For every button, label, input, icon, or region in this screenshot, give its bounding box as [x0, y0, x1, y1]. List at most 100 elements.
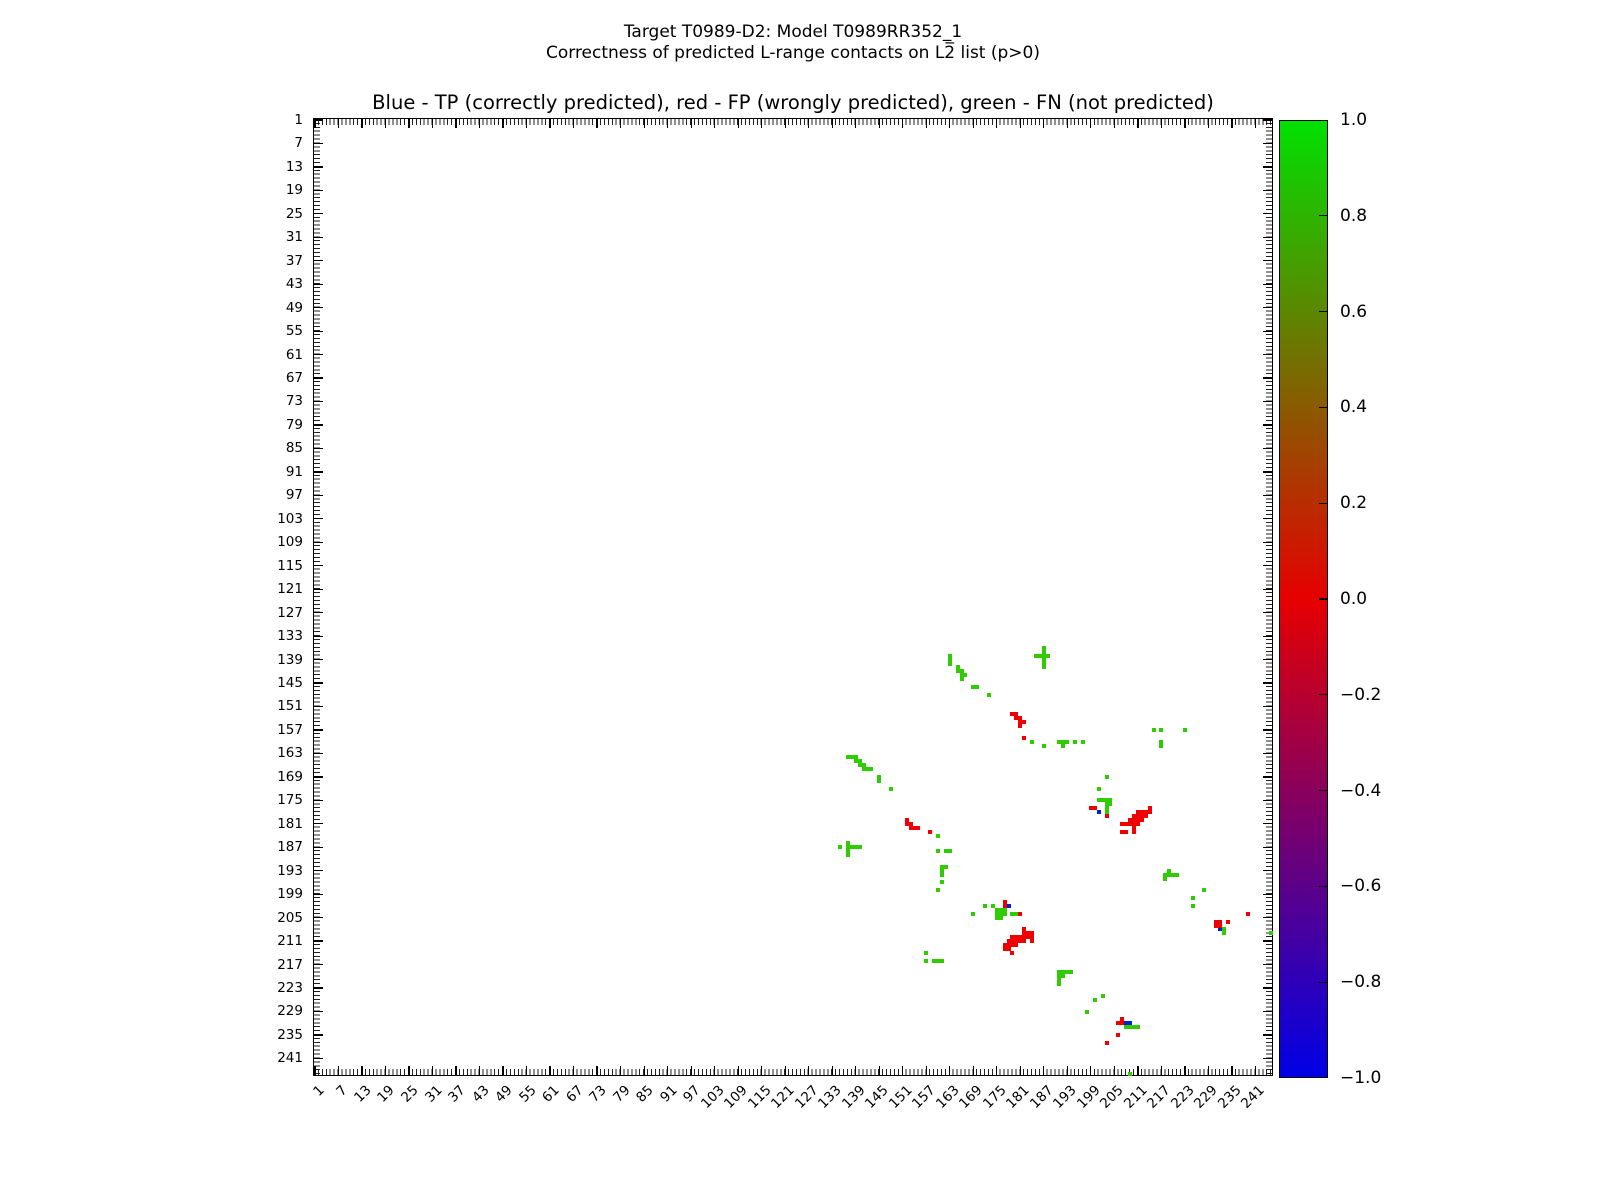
contact-cell — [1171, 872, 1176, 877]
contact-cell — [1037, 653, 1042, 658]
y-major-tick-right — [1263, 635, 1272, 637]
contact-cell — [1131, 821, 1136, 826]
contact-cell — [1214, 919, 1219, 924]
contact-cell — [1096, 798, 1101, 803]
x-major-tick-top — [902, 119, 904, 128]
x-major-tick — [949, 1066, 951, 1075]
y-tick-label: 157 — [277, 721, 303, 738]
contact-cell — [1151, 727, 1156, 732]
y-major-tick-right — [1263, 588, 1272, 590]
contact-cell — [1033, 653, 1038, 658]
x-major-tick-top — [643, 119, 645, 128]
contact-cell — [1026, 931, 1031, 936]
y-major-tick — [314, 353, 323, 356]
x-major-tick — [1160, 1066, 1163, 1075]
y-major-tick — [314, 283, 323, 285]
x-major-tick — [996, 1066, 998, 1075]
contact-cell — [936, 833, 941, 838]
contact-cell — [1010, 950, 1015, 955]
x-major-tick — [714, 1066, 716, 1075]
contact-cell — [1014, 911, 1019, 916]
x-major-tick-top — [761, 119, 763, 128]
y-tick-label: 175 — [277, 792, 303, 809]
x-major-tick-top — [1231, 119, 1233, 128]
contact-cell — [1065, 739, 1070, 744]
contact-cell — [1120, 829, 1125, 834]
y-tick-label: 229 — [277, 1003, 303, 1020]
contact-cell — [1096, 786, 1101, 791]
contact-cell — [955, 665, 960, 670]
y-major-tick-right — [1263, 307, 1272, 309]
y-major-tick-right — [1263, 705, 1272, 708]
contact-cell — [1018, 716, 1023, 721]
contact-cell — [1100, 798, 1105, 803]
x-major-tick — [1231, 1066, 1233, 1075]
y-major-tick — [314, 307, 323, 309]
x-major-tick-top — [596, 119, 598, 128]
contact-cell — [912, 825, 917, 830]
contact-cell — [1002, 903, 1007, 908]
contact-cell — [877, 778, 882, 783]
y-tick-label: 49 — [285, 299, 303, 316]
x-major-tick-top — [1043, 119, 1045, 128]
x-major-tick-top — [1160, 119, 1163, 128]
x-major-tick-top — [1066, 119, 1068, 128]
y-major-tick-right — [1263, 682, 1272, 684]
colorbar-tick-label: 0.0 — [1340, 589, 1368, 609]
y-major-tick-right — [1263, 893, 1272, 895]
x-major-tick — [878, 1066, 880, 1075]
contact-cell — [1128, 1072, 1133, 1077]
contact-cell — [1163, 872, 1168, 877]
contact-cell — [1022, 720, 1027, 725]
y-tick-label: 139 — [277, 651, 303, 668]
x-major-tick — [808, 1066, 810, 1075]
x-major-tick — [761, 1066, 763, 1075]
y-major-tick — [314, 189, 323, 192]
contact-cell — [845, 853, 850, 858]
y-tick-label: 127 — [277, 604, 303, 621]
contact-cell — [1124, 1025, 1129, 1030]
contact-cell — [1014, 943, 1019, 948]
x-major-tick-top — [1254, 119, 1257, 128]
contact-cell — [1002, 907, 1007, 912]
y-major-tick — [314, 963, 323, 966]
contact-cell — [1116, 1021, 1121, 1026]
colorbar-tick — [1319, 981, 1327, 983]
colorbar-tick — [1319, 406, 1327, 409]
contact-cell — [1104, 798, 1109, 803]
x-major-tick — [408, 1066, 410, 1075]
contact-cell — [845, 755, 850, 760]
contact-cell — [1135, 1025, 1140, 1030]
y-tick-label: 97 — [285, 487, 303, 504]
contact-cell — [1084, 1009, 1089, 1014]
contact-cell — [1010, 911, 1015, 916]
x-major-tick — [667, 1066, 669, 1075]
contact-cell — [904, 817, 909, 822]
contact-cell — [1159, 743, 1164, 748]
y-major-tick — [314, 893, 323, 895]
y-major-tick-right — [1263, 424, 1272, 426]
axes-title: Blue - TP (correctly predicted), red - F… — [372, 91, 1214, 114]
x-major-tick-top — [808, 119, 810, 128]
contact-cell — [1041, 645, 1046, 650]
contact-cell — [1124, 829, 1129, 834]
x-major-tick-top — [972, 119, 974, 128]
y-tick-label: 43 — [285, 276, 303, 293]
colorbar-tick-label: −0.2 — [1340, 684, 1382, 705]
y-major-tick — [314, 588, 323, 590]
contact-cell — [1041, 743, 1046, 748]
y-major-tick-right — [1263, 260, 1272, 262]
contact-cell — [1128, 821, 1133, 826]
contact-cell — [877, 774, 882, 779]
colorbar-tick-label: 0.6 — [1340, 301, 1368, 322]
y-tick-label: 169 — [277, 768, 303, 785]
x-major-tick-top — [878, 119, 880, 128]
y-major-tick-right — [1263, 963, 1272, 966]
contact-cell — [1128, 817, 1133, 822]
x-major-tick-top — [455, 119, 457, 128]
y-major-tick — [314, 424, 323, 426]
contact-cell — [1218, 927, 1223, 932]
x-major-tick — [502, 1066, 504, 1075]
contact-cell — [1131, 1025, 1136, 1030]
